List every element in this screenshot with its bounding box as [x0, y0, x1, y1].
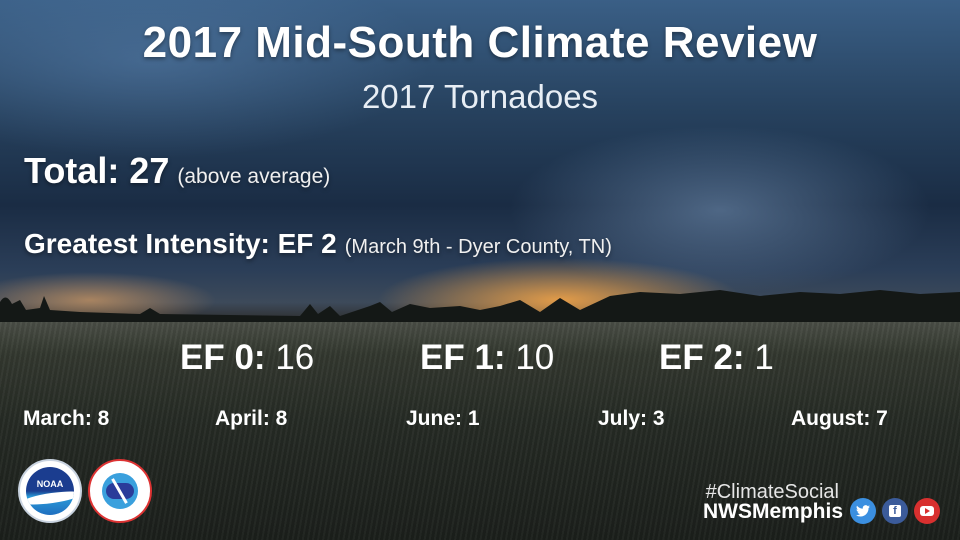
youtube-icon[interactable] [914, 498, 940, 524]
intensity-note: (March 9th - Dyer County, TN) [344, 236, 612, 258]
wheat-field-background [0, 322, 960, 540]
ef2-count: EF 2: 1 [659, 338, 774, 377]
page-title: 2017 Mid-South Climate Review [142, 18, 818, 67]
month-june: June: 1 [406, 407, 480, 430]
total-note: (above average) [177, 165, 331, 188]
social-handle: NWSMemphis [703, 500, 844, 523]
intensity-label: Greatest Intensity: EF 2 [24, 228, 337, 259]
page-subtitle: 2017 Tornadoes [361, 78, 599, 115]
noaa-logo: NOAA [18, 459, 82, 523]
ef0-count: EF 0: 16 [180, 338, 315, 377]
ef1-count: EF 1: 10 [420, 338, 555, 377]
total-label: Total: 27 [24, 150, 170, 191]
hashtag: #ClimateSocial [705, 481, 839, 503]
treeline-silhouette [0, 290, 960, 324]
twitter-icon[interactable] [850, 498, 876, 524]
nws-logo [88, 459, 152, 523]
total-tornadoes: Total: 27 (above average) [24, 150, 330, 192]
month-april: April: 8 [215, 407, 288, 430]
month-march: March: 8 [23, 407, 110, 430]
greatest-intensity: Greatest Intensity: EF 2 (March 9th - Dye… [24, 228, 612, 260]
month-july: July: 3 [598, 407, 665, 430]
month-august: August: 7 [791, 407, 888, 430]
facebook-icon[interactable]: f [882, 498, 908, 524]
